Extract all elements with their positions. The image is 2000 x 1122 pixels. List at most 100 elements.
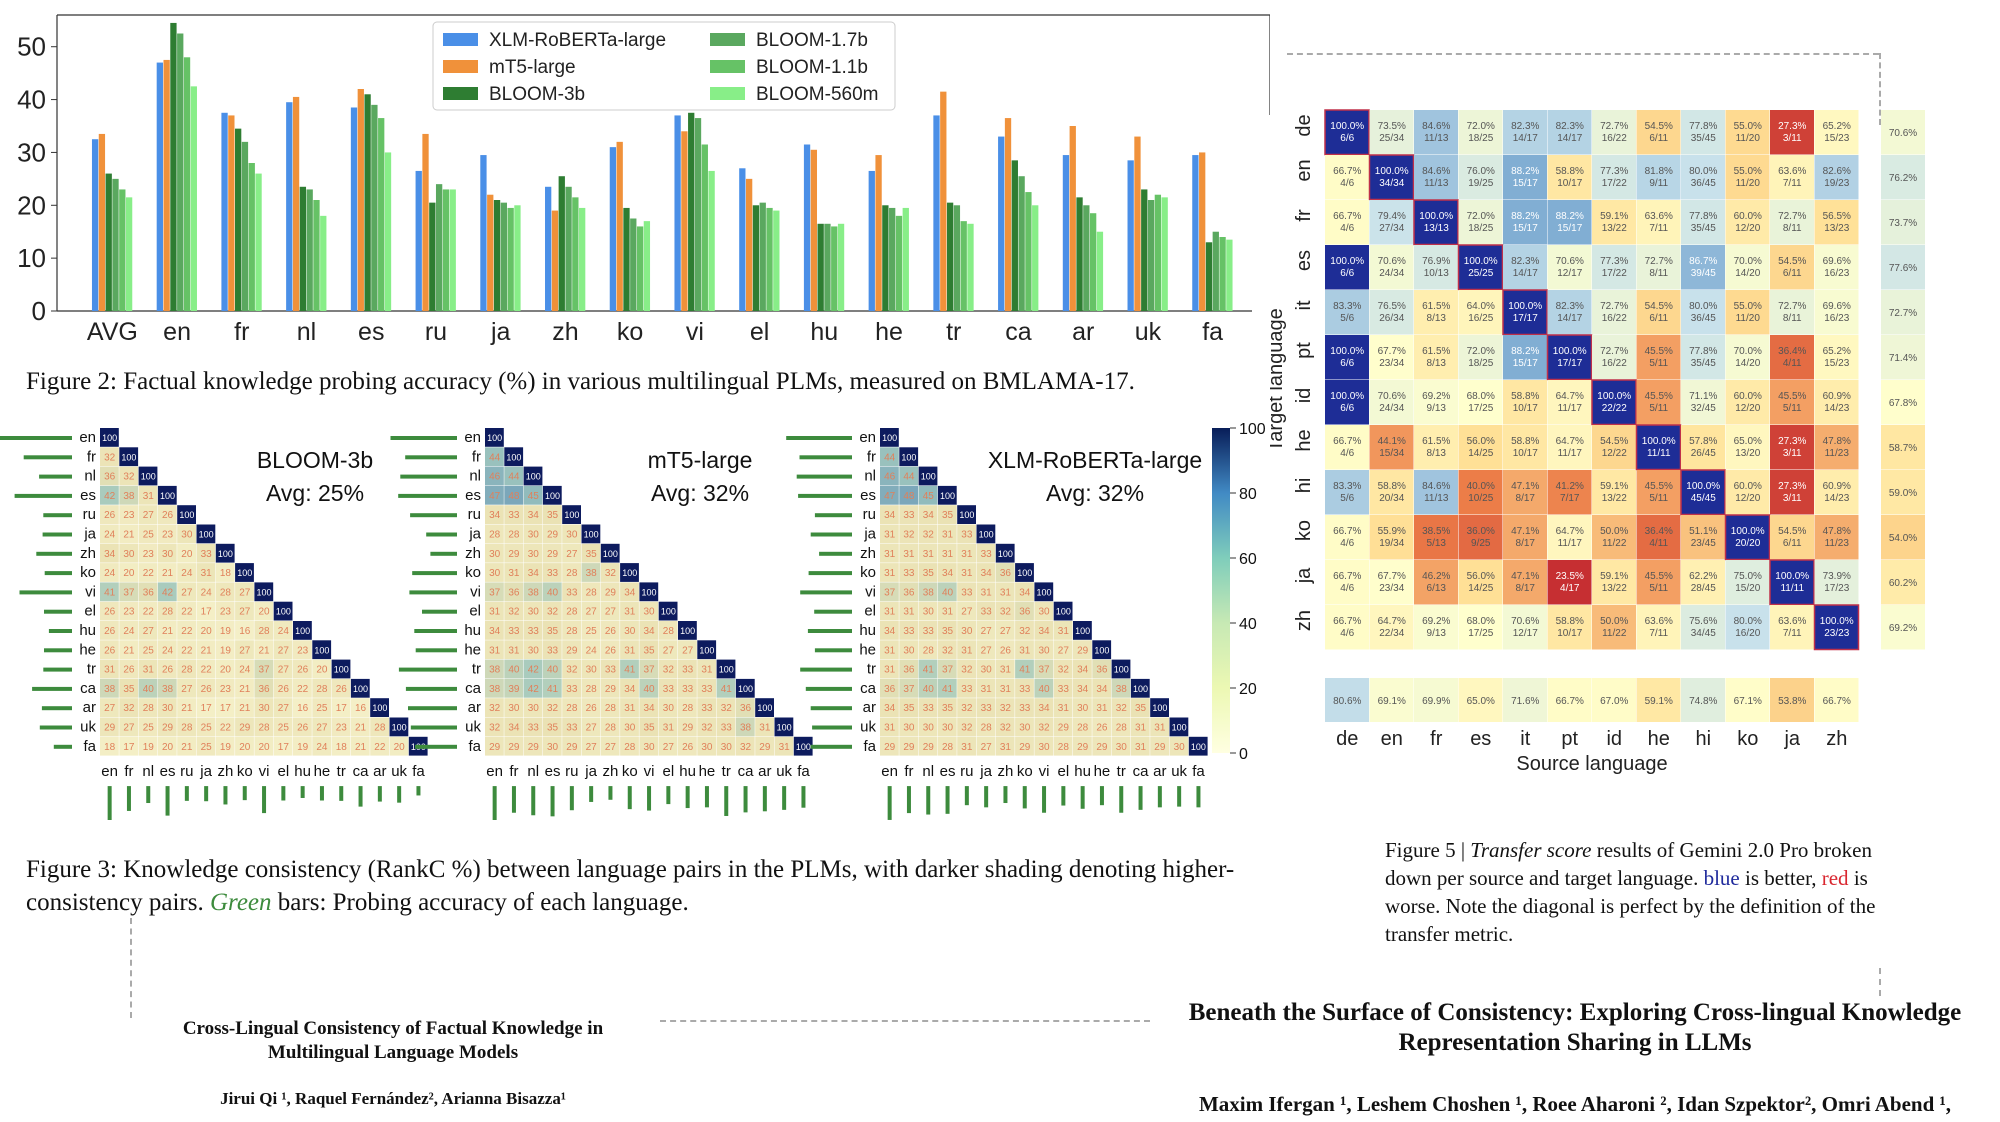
bar-BLOOM-560m-fr bbox=[255, 173, 262, 311]
cell-ca-tr bbox=[716, 678, 736, 698]
cell-nl-en bbox=[880, 466, 899, 486]
cell-value-es-fr: 48 bbox=[508, 491, 520, 502]
cell-ca-nl bbox=[138, 678, 158, 698]
cell-fa-zh bbox=[600, 736, 620, 756]
cell-pct: 41.2% bbox=[1556, 481, 1584, 492]
accuracy-bar-bottom-el bbox=[1061, 786, 1066, 806]
cell-pct: 66.7% bbox=[1333, 166, 1361, 177]
accuracy-bar-left-uk bbox=[39, 725, 72, 730]
bar-BLOOM-1.7b-fr bbox=[241, 141, 249, 311]
figure-3-caption-tail: bars: Probing accuracy of each language. bbox=[277, 889, 689, 916]
bar-XLM-RoBERTa-large-ca bbox=[998, 136, 1005, 311]
cell-value-zh-fr: 31 bbox=[903, 549, 915, 560]
cell-value-tr-tr: 100 bbox=[719, 665, 734, 675]
colorbar-tick-label: 80 bbox=[1239, 486, 1257, 503]
cell-value-ca-vi: 40 bbox=[1038, 684, 1050, 695]
cell-value-he-zh: 26 bbox=[1000, 645, 1012, 656]
cell-frac: 6/11 bbox=[1783, 538, 1802, 549]
cell-value-en-en: 100 bbox=[882, 433, 897, 443]
bar-BLOOM-1.1b-ru bbox=[442, 189, 450, 311]
cell-value-fa-fa: 100 bbox=[1191, 742, 1206, 752]
x-tick-label: fa bbox=[1202, 318, 1223, 346]
cell-ca-ja bbox=[581, 678, 601, 698]
cell-frac: 6/13 bbox=[1427, 583, 1447, 594]
cell-frac: 5/6 bbox=[1340, 493, 1354, 504]
cell-value-ca-nl: 42 bbox=[528, 684, 540, 695]
bar-BLOOM-1.1b-en bbox=[183, 57, 191, 312]
cell-value-he-es: 32 bbox=[942, 645, 954, 656]
cell-pct: 73.9% bbox=[1823, 571, 1851, 582]
cell-value-ar-tr: 17 bbox=[336, 703, 348, 714]
cell-pct: 47.1% bbox=[1511, 481, 1539, 492]
cell-value-fa-ja: 27 bbox=[586, 742, 598, 753]
col-label-tr: tr bbox=[722, 763, 731, 780]
cell-pct: 55.0% bbox=[1734, 301, 1762, 312]
cell-value-hu-ru: 28 bbox=[566, 626, 578, 637]
cell-fa-el bbox=[273, 736, 293, 756]
bar-BLOOM-560m-en bbox=[190, 86, 197, 311]
cell-value-ru-en: 26 bbox=[104, 510, 116, 521]
cell-tr-en bbox=[100, 659, 119, 679]
cell-pct: 58.8% bbox=[1378, 481, 1406, 492]
cell-hu-vi bbox=[1034, 621, 1054, 640]
cell-frac: 24/34 bbox=[1379, 268, 1404, 279]
cell-value-hu-hu: 100 bbox=[295, 626, 310, 636]
cell-ru-fr bbox=[504, 505, 524, 524]
cell-value-ja-ru: 30 bbox=[181, 530, 193, 541]
cell-ko-zh bbox=[1814, 515, 1859, 560]
cell-he-hu bbox=[678, 640, 697, 660]
cell-value-el-zh: 32 bbox=[1000, 607, 1012, 618]
accuracy-bar-bottom-ar bbox=[762, 786, 767, 812]
cell-frac: 10/25 bbox=[1468, 493, 1493, 504]
cell-value-he-nl: 30 bbox=[528, 645, 540, 656]
col-avg-cell-pt bbox=[1547, 678, 1592, 722]
cell-value-ja-en: 28 bbox=[489, 530, 501, 541]
cell-hi-he bbox=[1636, 470, 1681, 515]
cell-fa-nl bbox=[523, 736, 543, 756]
x-tick-label: he bbox=[875, 318, 903, 346]
cell-value-tr-es: 40 bbox=[547, 665, 559, 676]
legend-label-BLOOM-1.7b: BLOOM-1.7b bbox=[756, 30, 868, 51]
cell-ja-nl bbox=[523, 524, 543, 544]
cell-value-tr-ru: 32 bbox=[961, 665, 973, 676]
row-label-el: el bbox=[469, 603, 481, 620]
cell-hu-vi bbox=[254, 621, 274, 640]
cell-pct: 55.0% bbox=[1734, 166, 1762, 177]
accuracy-bar-bottom-fr bbox=[511, 786, 516, 813]
cell-pct: 45.5% bbox=[1645, 571, 1673, 582]
cell-frac: 26/45 bbox=[1691, 448, 1716, 459]
cell-tr-nl bbox=[918, 659, 938, 679]
cell-he-ru bbox=[177, 640, 196, 660]
accuracy-bar-bottom-he bbox=[319, 786, 324, 801]
bar-XLM-RoBERTa-large-tr bbox=[933, 115, 940, 311]
cell-value-el-vi: 30 bbox=[643, 607, 655, 618]
cell-pct: 77.8% bbox=[1689, 211, 1717, 222]
col-label-en: en bbox=[101, 763, 118, 780]
row-label-ru: ru bbox=[863, 506, 876, 523]
cell-frac: 9/25 bbox=[1471, 538, 1491, 549]
cell-frac: 6/6 bbox=[1340, 268, 1354, 279]
cell-ar-el bbox=[658, 698, 678, 717]
row-label-es: es bbox=[80, 487, 96, 504]
cell-frac: 27/34 bbox=[1379, 223, 1404, 234]
cell-pt-he bbox=[1636, 335, 1681, 380]
bar-mT5-large-ca bbox=[1004, 118, 1012, 311]
cell-vi-nl bbox=[138, 582, 158, 602]
col-label-vi: vi bbox=[259, 763, 270, 780]
cell-value-el-nl: 30 bbox=[528, 607, 540, 618]
cell-ru-en bbox=[100, 505, 119, 524]
cell-he-zh bbox=[1814, 425, 1859, 470]
cell-ko-en bbox=[880, 563, 899, 582]
cell-hu-en bbox=[485, 621, 504, 640]
cell-es-ko bbox=[1725, 245, 1770, 290]
legend-swatch-XLM-RoBERTa-large bbox=[443, 33, 478, 46]
cell-value-tr-tr: 100 bbox=[1114, 665, 1129, 675]
cell-value-ar-hu: 28 bbox=[682, 703, 694, 714]
bar-BLOOM-3b-he bbox=[882, 205, 889, 311]
cell-value-el-el: 100 bbox=[661, 607, 676, 617]
cell-pct: 27.3% bbox=[1778, 436, 1806, 447]
cell-value-el-ru: 28 bbox=[566, 607, 578, 618]
cell-value-ar-ca: 36 bbox=[740, 703, 752, 714]
cell-value-he-fr: 31 bbox=[508, 645, 520, 656]
cell-ar-ru bbox=[957, 698, 976, 717]
